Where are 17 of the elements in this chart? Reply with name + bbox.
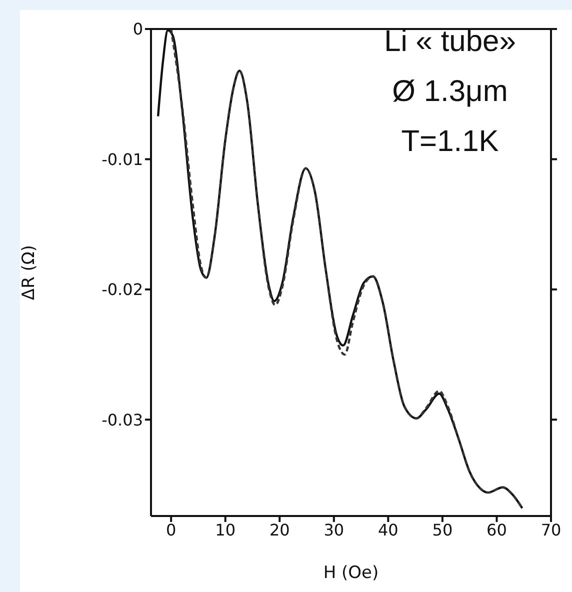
y-tick-label: -0.01: [102, 150, 143, 169]
x-axis-title: H (Oe): [323, 563, 379, 583]
y-tick-label: -0.02: [102, 280, 143, 300]
y-tick-label: 0: [132, 20, 143, 39]
annotation: Ø 1.3μm: [391, 74, 509, 110]
x-tick-label: 0: [166, 520, 176, 540]
x-tick-label: 40: [378, 520, 398, 540]
y-axis-title: ΔR (Ω): [19, 244, 40, 300]
x-tick-label: 20: [269, 520, 290, 540]
x-tick-label: 70: [540, 520, 562, 540]
annotation: T=1.1K: [400, 124, 500, 160]
x-tick-label: 50: [432, 520, 453, 540]
x-tick-label: 10: [215, 520, 236, 540]
annotation: Li « tube»: [383, 24, 517, 60]
x-tick-label: 60: [486, 520, 507, 540]
x-tick-label: 30: [324, 520, 344, 540]
y-tick-label: -0.03: [102, 410, 143, 430]
